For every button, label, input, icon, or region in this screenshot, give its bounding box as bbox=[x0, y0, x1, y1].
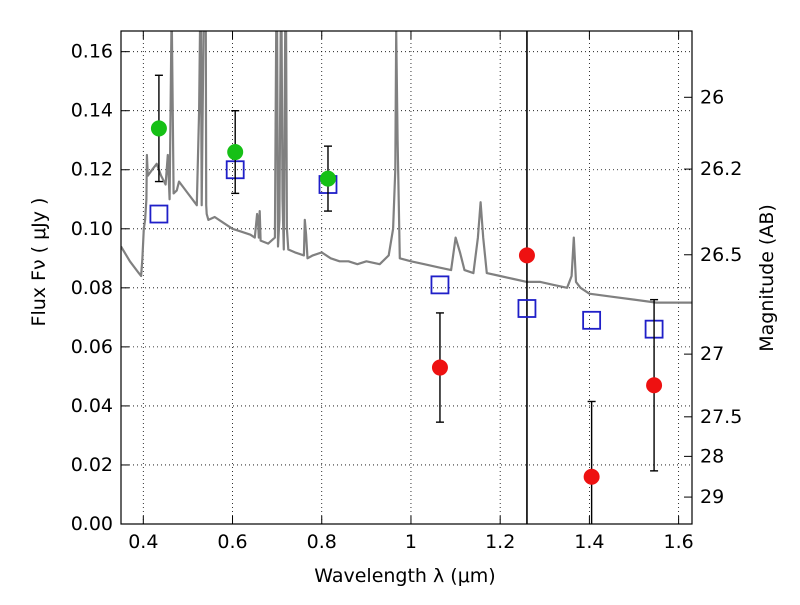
x-tick-label: 1.2 bbox=[485, 531, 515, 553]
x-axis-label: Wavelength λ (μm) bbox=[314, 565, 495, 587]
model-band-square bbox=[430, 275, 450, 295]
y-tick-label: 0.06 bbox=[71, 336, 113, 358]
y2-tick-label: 27 bbox=[700, 343, 724, 365]
data-point bbox=[431, 359, 448, 376]
data-point bbox=[518, 247, 535, 264]
data-point bbox=[227, 144, 244, 161]
y-tick-label: 0.00 bbox=[71, 513, 113, 535]
y-tick-label: 0.12 bbox=[71, 159, 113, 181]
data-point bbox=[150, 120, 167, 137]
model-band-square bbox=[517, 299, 537, 318]
model-band-square bbox=[149, 204, 169, 224]
y2-tick-label: 27.5 bbox=[700, 406, 742, 428]
y-tick-label: 0.02 bbox=[71, 454, 113, 476]
model-band-square bbox=[582, 310, 602, 330]
y2-axis-label: Magnitude (AB) bbox=[756, 204, 778, 352]
y-tick-label: 0.10 bbox=[71, 218, 113, 240]
data-point bbox=[583, 468, 600, 485]
x-tick-label: 0.8 bbox=[307, 531, 337, 553]
y2-tick-label: 28 bbox=[700, 445, 724, 467]
data-point bbox=[646, 377, 663, 394]
y-axis-label: Flux Fν ( μJy ) bbox=[28, 198, 50, 327]
y-tick-label: 0.16 bbox=[71, 41, 113, 63]
y2-tick-label: 29 bbox=[700, 486, 724, 508]
data-point bbox=[319, 170, 336, 187]
axes-layer: 0.4 0.6 0.8 1 1.2 1.4 1.6 0.00 0.02 0.04 0.06 0.08 0… bbox=[71, 30, 742, 553]
data-layer bbox=[121, 31, 692, 524]
y2-tick-label: 26.2 bbox=[700, 158, 742, 180]
model-spectrum-line bbox=[121, 31, 692, 304]
y-tick-label: 0.04 bbox=[71, 395, 113, 417]
x-tick-label: 1 bbox=[405, 531, 417, 553]
x-tick-label: 0.4 bbox=[128, 531, 158, 553]
y2-tick-label: 26.5 bbox=[700, 244, 742, 266]
plot-frame bbox=[120, 30, 693, 525]
y2-tick-label: 26 bbox=[700, 86, 724, 108]
y-tick-label: 0.08 bbox=[71, 277, 113, 299]
x-tick-label: 1.4 bbox=[574, 531, 604, 553]
x-tick-label: 0.6 bbox=[217, 531, 247, 553]
y-tick-label: 0.14 bbox=[71, 100, 113, 122]
x-tick-label: 1.6 bbox=[664, 531, 694, 553]
